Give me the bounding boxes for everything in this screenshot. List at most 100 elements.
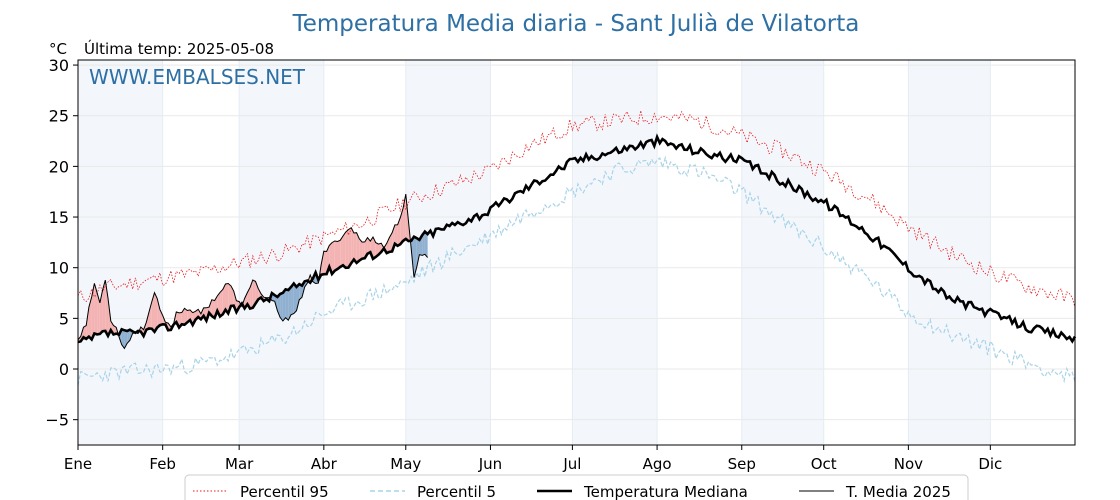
x-tick-label: Oct — [811, 455, 837, 473]
fill-below-median — [296, 284, 300, 311]
fill-above-median — [102, 280, 106, 332]
fill-above-median — [373, 236, 376, 259]
y-tick-label: 5 — [59, 309, 69, 328]
fill-above-median — [375, 242, 379, 258]
fill-below-median — [285, 289, 289, 321]
x-tick-label: Mar — [225, 455, 254, 473]
fill-above-median — [356, 232, 360, 263]
y-axis: −5 0 5 10 15 20 25 30 — [45, 56, 78, 430]
fill-above-median — [337, 240, 341, 269]
plot-frame — [77, 59, 1076, 446]
legend-box — [184, 474, 969, 500]
y-tick-label: 15 — [49, 208, 69, 227]
fill-above-median — [362, 241, 365, 259]
fill-below-median — [422, 231, 425, 256]
series-percentil-95 — [77, 110, 1076, 308]
month-shade — [78, 60, 163, 445]
fill-above-median — [353, 232, 357, 263]
fill-below-median — [288, 286, 292, 321]
legend-2025-label: T. Media 2025 — [845, 483, 951, 500]
fill-above-median — [83, 325, 87, 339]
last-temp-label: Última temp: 2025-05-08 — [84, 39, 274, 58]
month-shade — [572, 60, 658, 445]
fill-below-median — [413, 236, 417, 278]
fill-above-median — [154, 292, 158, 332]
fill-above-median — [348, 227, 352, 268]
fill-above-median — [220, 289, 223, 317]
x-tick-label: Ago — [643, 455, 672, 473]
fill-above-median — [159, 309, 163, 326]
fill-above-median — [252, 279, 256, 308]
series-percentil-5 — [77, 155, 1076, 386]
fill-above-median — [367, 237, 371, 254]
x-tick-label: Nov — [894, 455, 923, 473]
fill-above-median — [394, 224, 398, 246]
fill-above-median — [91, 283, 95, 340]
fill-below-median — [424, 231, 428, 258]
x-tick-label: Ene — [64, 455, 92, 473]
fill-above-median — [397, 217, 401, 246]
fill-below-median — [280, 292, 283, 322]
x-tick-label: Jun — [478, 455, 502, 473]
fill-above-median — [389, 232, 393, 252]
chart-title: Temperatura Media diaria - Sant Julià de… — [292, 11, 860, 37]
fill-above-median — [332, 241, 335, 275]
fill-above-median — [359, 238, 363, 261]
x-tick-label: Abr — [311, 455, 338, 473]
month-shade — [908, 60, 991, 445]
y-tick-label: 20 — [49, 157, 69, 176]
fill-below-median — [282, 289, 286, 322]
fill-above-median — [88, 296, 92, 340]
y-tick-label: 30 — [49, 56, 69, 75]
fill-below-median — [293, 283, 297, 314]
fill-below-median — [416, 238, 420, 268]
series-t-media-2025 — [77, 194, 428, 350]
month-shading — [78, 60, 991, 445]
y-tick-label: −5 — [45, 411, 69, 430]
fill-above-median — [386, 237, 390, 254]
month-shade — [741, 60, 824, 445]
fill-below-median — [127, 329, 130, 344]
fill-above-median — [151, 292, 155, 332]
legend-p95-label: Percentil 95 — [240, 483, 329, 500]
fill-above-median — [149, 301, 152, 329]
fill-above-median — [400, 208, 404, 245]
x-tick-label: Feb — [149, 455, 176, 473]
fill-above-median — [351, 227, 354, 264]
series-temperatura-mediana — [77, 133, 1077, 344]
fill-above-median — [113, 325, 117, 335]
x-tick-label: Jul — [562, 455, 581, 473]
fill-above-median — [184, 308, 188, 325]
unit-label: °C — [49, 40, 67, 58]
legend-p5-label: Percentil 5 — [417, 483, 496, 500]
fill-above-median — [323, 251, 327, 275]
fill-above-median — [97, 292, 100, 335]
legend: Percentil 95 Percentil 5 Temperatura Med… — [184, 474, 969, 500]
fill-below-median — [299, 284, 302, 300]
series-lines — [77, 110, 1077, 386]
fill-above-median — [211, 299, 215, 318]
y-tick-label: 25 — [49, 107, 69, 126]
x-axis: Ene Feb Mar Abr May Jun Jul Ago Sep Oct Nov Dic — [64, 445, 1002, 473]
x-tick-label: Sep — [728, 455, 756, 473]
y-tick-label: 0 — [59, 360, 69, 379]
watermark: WWW.EMBALSES.NET — [89, 65, 306, 89]
legend-median-label: Temperatura Mediana — [583, 483, 748, 500]
fill-above-median — [157, 298, 160, 328]
x-tick-label: Dic — [978, 455, 1002, 473]
fill-above-median — [340, 235, 343, 267]
y-tick-label: 10 — [49, 259, 69, 278]
fill-below-median — [291, 283, 294, 315]
fill-above-median — [250, 279, 253, 309]
fill-above-median — [345, 229, 349, 268]
fill-above-median — [181, 308, 185, 325]
fill-above-median — [225, 283, 229, 314]
fill-above-median — [222, 284, 226, 315]
fill-above-median — [230, 285, 234, 306]
month-shade — [239, 60, 324, 445]
x-tick-label: May — [390, 455, 421, 473]
fill-below-median — [121, 329, 125, 349]
fill-above-median — [342, 232, 346, 268]
fill-above-median — [334, 241, 338, 271]
